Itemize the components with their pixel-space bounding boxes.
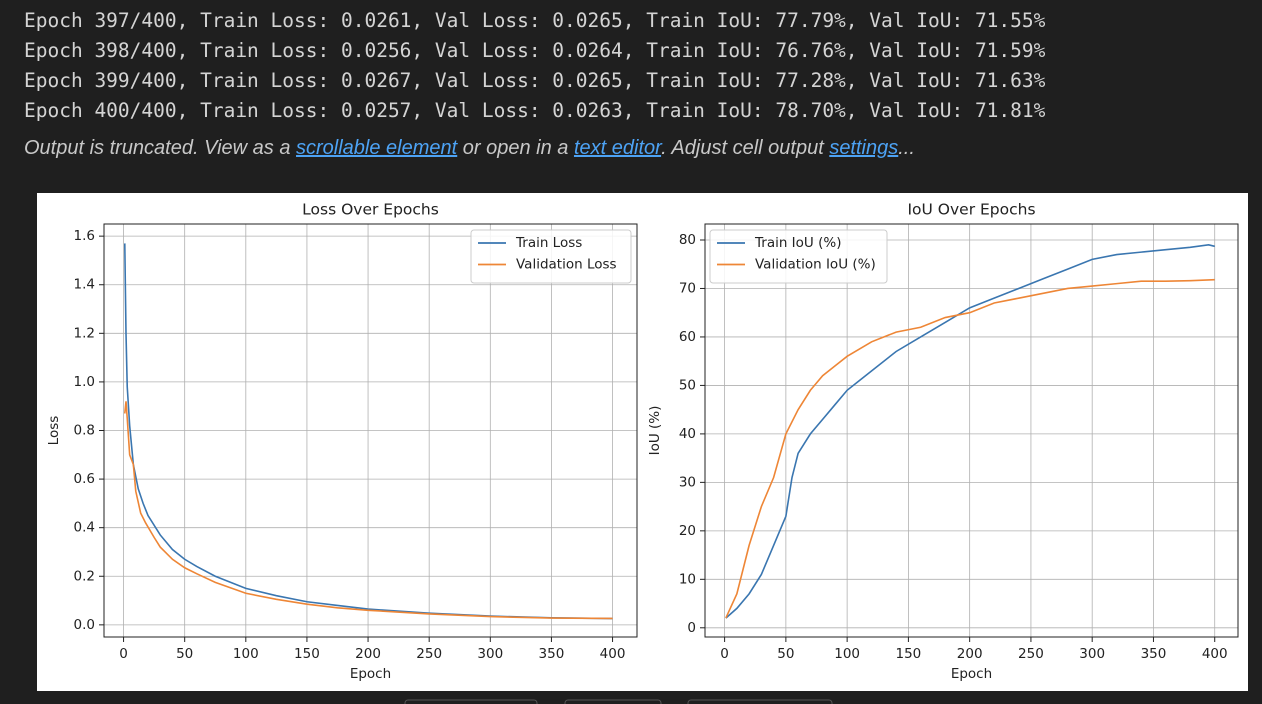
y-axis-label: IoU (%) [647, 406, 663, 456]
truncation-note: Output is truncated. View as a scrollabl… [24, 137, 915, 160]
x-tick-label: 250 [1018, 646, 1044, 662]
x-tick-label: 100 [233, 646, 259, 662]
x-tick-label: 150 [294, 646, 320, 662]
scrollable-link[interactable]: scrollable element [296, 137, 458, 159]
chart-title: Loss Over Epochs [302, 201, 439, 219]
output-line: Epoch 399/400, Train Loss: 0.0267, Val L… [24, 69, 1046, 92]
output-line: Epoch 397/400, Train Loss: 0.0261, Val L… [24, 9, 1046, 32]
y-tick-label: 70 [679, 280, 696, 296]
x-tick-label: 50 [777, 646, 794, 662]
legend-label: Train Loss [515, 235, 582, 251]
y-tick-label: 20 [679, 523, 696, 539]
x-tick-label: 250 [416, 646, 442, 662]
legend-box [470, 229, 632, 284]
output-line: Epoch 398/400, Train Loss: 0.0256, Val L… [24, 39, 1046, 62]
y-tick-label: 0 [687, 620, 696, 636]
y-tick-label: 0.6 [74, 471, 95, 487]
output-line: Epoch 400/400, Train Loss: 0.0257, Val L… [24, 99, 1046, 122]
x-tick-label: 0 [720, 646, 729, 662]
y-tick-label: 0.8 [74, 423, 95, 439]
x-tick-label: 350 [539, 646, 565, 662]
x-tick-label: 350 [1141, 646, 1167, 662]
legend-label: Validation IoU (%) [755, 257, 876, 273]
x-tick-label: 400 [600, 646, 626, 662]
text-editor-link[interactable]: text editor [573, 137, 662, 159]
plot-frame [103, 223, 638, 638]
y-tick-label: 1.0 [74, 374, 95, 390]
plot-frame [704, 223, 1239, 638]
y-tick-label: 80 [679, 232, 696, 248]
legend-label: Validation Loss [516, 257, 617, 273]
x-tick-label: 50 [176, 646, 193, 662]
y-tick-label: 60 [679, 329, 696, 345]
figure-background [37, 193, 1248, 691]
y-tick-label: 0.4 [74, 520, 95, 536]
y-tick-label: 1.2 [74, 325, 95, 341]
y-tick-label: 1.6 [74, 228, 95, 244]
x-tick-label: 200 [355, 646, 381, 662]
y-axis-label: Loss [46, 416, 62, 446]
x-tick-label: 300 [1079, 646, 1105, 662]
y-tick-label: 40 [679, 426, 696, 442]
y-tick-label: 10 [679, 571, 696, 587]
y-tick-label: 30 [679, 474, 696, 490]
legend-label: Train IoU (%) [754, 235, 841, 251]
chart-title: IoU Over Epochs [907, 201, 1035, 219]
toolbar-button[interactable] [404, 699, 538, 704]
y-tick-label: 50 [679, 377, 696, 393]
data-line [725, 244, 1215, 619]
x-tick-label: 150 [896, 646, 922, 662]
data-line [123, 401, 613, 620]
data-line [725, 278, 1215, 619]
x-tick-label: 300 [477, 646, 503, 662]
note-text: or open in a [457, 137, 574, 159]
toolbar-button[interactable] [564, 699, 662, 704]
y-tick-label: 1.4 [74, 277, 95, 293]
legend-box [709, 229, 888, 284]
x-tick-label: 0 [119, 646, 128, 662]
x-tick-label: 200 [957, 646, 983, 662]
x-axis-label: Epoch [951, 666, 992, 682]
settings-link[interactable]: settings [829, 137, 899, 159]
x-tick-label: 100 [834, 646, 860, 662]
x-tick-label: 400 [1202, 646, 1228, 662]
note-text: . Adjust cell output [661, 137, 830, 159]
data-line [123, 243, 613, 620]
y-tick-label: 0.2 [74, 568, 95, 584]
note-text: ... [898, 137, 915, 159]
y-tick-label: 0.0 [74, 617, 95, 633]
x-axis-label: Epoch [350, 666, 391, 682]
note-text: Output is truncated. View as a [24, 137, 297, 159]
toolbar-button[interactable] [687, 699, 833, 704]
